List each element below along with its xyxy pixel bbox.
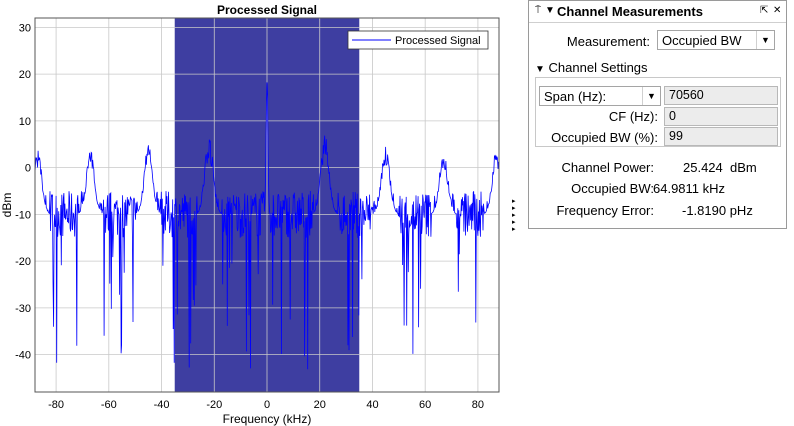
measurement-value: Occupied BW (662, 33, 742, 48)
frequency-error-label: Frequency Error: (556, 203, 654, 218)
x-tick-label: -80 (48, 399, 64, 411)
panel-arrows[interactable]: ▸ ▸ ▸ ▸ ▸ (512, 198, 520, 233)
y-tick-label: 10 (19, 116, 31, 128)
channel-settings-title: Channel Settings (548, 60, 648, 75)
y-tick-label: -30 (15, 303, 31, 315)
arrow-right-icon[interactable]: ▸ (512, 226, 516, 233)
cf-input[interactable]: 0 (664, 107, 778, 126)
x-tick-label: -40 (154, 399, 170, 411)
close-icon[interactable]: ✕ (773, 5, 782, 16)
span-label: Span (Hz): (544, 89, 607, 104)
grid-lines (35, 18, 499, 392)
occupied-bw-percent-input[interactable]: 99 (664, 127, 778, 146)
collapse-icon: ▼ (535, 64, 545, 75)
x-tick-label: 80 (472, 399, 484, 411)
x-tick-label: -60 (101, 399, 117, 411)
x-axis-label: Frequency (kHz) (223, 412, 312, 426)
span-input[interactable]: 70560 (664, 86, 778, 105)
channel-measurements-panel: ⍑ ▼ Channel Measurements ⇱ ✕ Measurement… (528, 0, 787, 229)
cf-label: CF (Hz): (608, 109, 658, 124)
y-tick-label: 20 (19, 69, 31, 81)
chevron-down-icon: ▼ (642, 87, 660, 105)
plot-title: Processed Signal (217, 3, 317, 17)
legend[interactable]: Processed Signal (347, 30, 489, 50)
occupied-bw-value: 64.9811 kHz (653, 181, 726, 196)
plot-frame (34, 17, 500, 393)
spectrum-plot: Processed Signal -80 -60 -40 -20 0 20 40 60 80 3… (0, 3, 500, 426)
occupied-bw-percent-label: Occupied BW (%): (551, 130, 658, 145)
y-tick-label: -20 (15, 256, 31, 268)
x-tick-label: 0 (264, 399, 270, 411)
x-tick-label: 40 (366, 399, 378, 411)
collapse-icon[interactable]: ▼ (545, 5, 555, 16)
span-select[interactable]: Span (Hz): ▼ (539, 86, 661, 106)
y-tick-labels: 30 20 10 0 -10 -20 -30 -40 (15, 22, 31, 361)
channel-settings-header[interactable]: ▼ Channel Settings (535, 60, 648, 75)
arrow-right-icon[interactable]: ▸ (512, 198, 516, 205)
panel-title-bar: ⍑ ▼ Channel Measurements ⇱ ✕ (529, 1, 786, 23)
panel-title: Channel Measurements (557, 4, 703, 19)
channel-power-label: Channel Power: (561, 160, 655, 175)
y-tick-label: 0 (25, 163, 31, 175)
undock-icon[interactable]: ⇱ (760, 5, 769, 16)
frequency-error-value: -1.8190 pHz (682, 203, 753, 218)
x-tick-labels: -80 -60 -40 -20 0 20 40 60 80 (48, 399, 484, 411)
legend-label: Processed Signal (395, 35, 481, 47)
signal-trace (34, 82, 500, 370)
arrow-right-icon[interactable]: ▸ (512, 219, 516, 226)
channel-power-value: 25.424 dBm (683, 160, 757, 175)
channel-settings-group: Span (Hz): ▼ 70560 CF (Hz): 0 Occupied B… (535, 77, 781, 147)
measurement-label: Measurement: (566, 34, 650, 49)
y-tick-label: 30 (19, 22, 31, 34)
y-axis-label: dBm (0, 193, 14, 218)
pin-icon[interactable]: ⍑ (535, 5, 541, 16)
y-tick-label: -40 (15, 350, 31, 362)
x-tick-label: 60 (419, 399, 431, 411)
chevron-down-icon: ▼ (756, 31, 774, 49)
arrow-right-icon[interactable]: ▸ (512, 212, 516, 219)
occupied-bw-label: Occupied BW: (571, 181, 654, 196)
y-tick-label: -10 (15, 209, 31, 221)
measurement-select[interactable]: Occupied BW ▼ (657, 30, 775, 50)
x-tick-label: -20 (206, 399, 222, 411)
arrow-right-icon[interactable]: ▸ (512, 205, 516, 212)
x-tick-label: 20 (314, 399, 326, 411)
